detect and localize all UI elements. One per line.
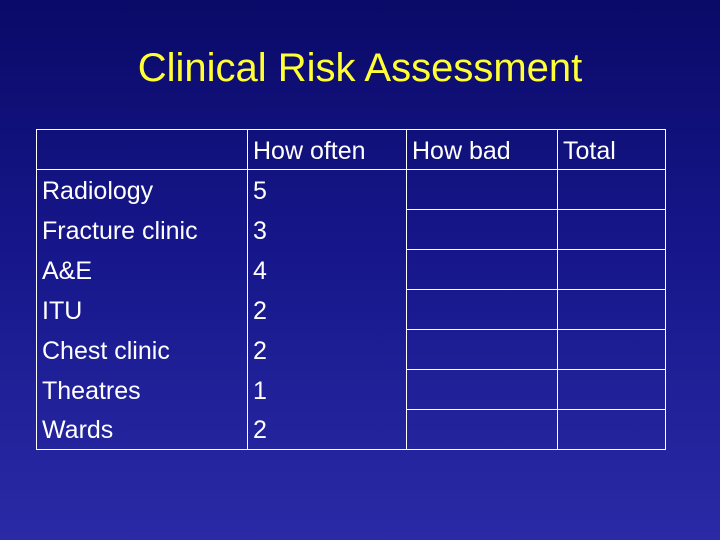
- how-often-cell: 2: [247, 329, 407, 370]
- area-cell: Chest clinic: [36, 329, 248, 370]
- how-bad-cell: [406, 249, 558, 290]
- how-bad-cell: [406, 209, 558, 250]
- header-area: [36, 129, 248, 170]
- how-often-cell: 1: [247, 369, 407, 410]
- table-header-row: How often How bad Total: [36, 129, 666, 170]
- how-often-cell: 2: [247, 409, 407, 450]
- header-how-often: How often: [247, 129, 407, 170]
- total-cell: [557, 289, 666, 330]
- total-cell: [557, 249, 666, 290]
- how-bad-cell: [406, 409, 558, 450]
- area-cell: Theatres: [36, 369, 248, 410]
- total-cell: [557, 209, 666, 250]
- total-cell: [557, 329, 666, 370]
- how-often-cell: 4: [247, 249, 407, 290]
- how-bad-cell: [406, 289, 558, 330]
- risk-assessment-table: How often How bad Total Radiology 5 Frac…: [36, 129, 666, 450]
- header-how-bad: How bad: [406, 129, 558, 170]
- area-cell: A&E: [36, 249, 248, 290]
- table-row: Chest clinic 2: [36, 329, 666, 370]
- how-often-cell: 5: [247, 169, 407, 210]
- total-cell: [557, 409, 666, 450]
- area-cell: Wards: [36, 409, 248, 450]
- how-often-cell: 2: [247, 289, 407, 330]
- table-row: Theatres 1: [36, 369, 666, 410]
- header-total: Total: [557, 129, 666, 170]
- total-cell: [557, 369, 666, 410]
- how-bad-cell: [406, 369, 558, 410]
- slide-title: Clinical Risk Assessment: [137, 46, 583, 90]
- table-row: A&E 4: [36, 249, 666, 290]
- how-often-cell: 3: [247, 209, 407, 250]
- how-bad-cell: [406, 329, 558, 370]
- table-row: Wards 2: [36, 409, 666, 450]
- how-bad-cell: [406, 169, 558, 210]
- area-cell: ITU: [36, 289, 248, 330]
- table-row: ITU 2: [36, 289, 666, 330]
- area-cell: Fracture clinic: [36, 209, 248, 250]
- area-cell: Radiology: [36, 169, 248, 210]
- table-row: Fracture clinic 3: [36, 209, 666, 250]
- table-row: Radiology 5: [36, 169, 666, 210]
- total-cell: [557, 169, 666, 210]
